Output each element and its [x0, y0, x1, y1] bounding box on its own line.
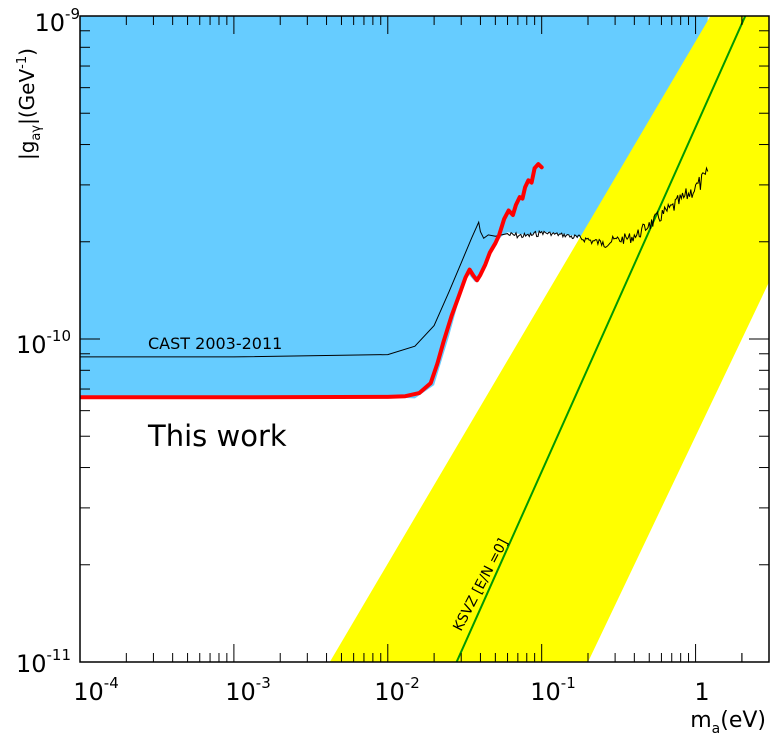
x-tick-exp: -4 — [104, 674, 119, 692]
x-axis-title-unit: (eV) — [720, 708, 766, 733]
axis-ticks — [79, 16, 770, 663]
y-tick-labels: 10-11 10-10 10-9 — [16, 5, 80, 678]
x-axis-title: ma(eV) — [690, 708, 766, 737]
this-work-label: This work — [147, 419, 287, 453]
y-tick-base: 10 — [16, 650, 47, 678]
x-tick-label: 10-4 — [73, 674, 119, 706]
cast-label: CAST 2003-2011 — [148, 334, 282, 353]
x-tick-base: 10 — [73, 678, 104, 706]
excluded-region — [80, 16, 708, 399]
y-tick-label: 10-10 — [16, 327, 71, 359]
x-tick-labels: 10-4 10-3 10-2 10-1 1 — [73, 674, 709, 706]
cast-limit-line — [80, 166, 709, 358]
plot-area — [80, 16, 769, 662]
y-axis-title-sup: -1 — [15, 56, 30, 69]
y-tick-base: 10 — [16, 331, 47, 359]
ksvz-line — [455, 16, 747, 662]
y-tick-label: 10-9 — [34, 5, 80, 37]
x-tick-exp: -1 — [561, 674, 576, 692]
y-tick-exp: -10 — [47, 327, 72, 345]
x-tick-exp: -3 — [256, 674, 271, 692]
y-tick-label: 10-11 — [16, 646, 71, 678]
x-tick-base: 10 — [374, 678, 405, 706]
y-axis-title-close: ) — [15, 48, 39, 56]
y-axis-title-sub: aγ — [29, 125, 44, 141]
x-tick-exp: -2 — [405, 674, 420, 692]
x-tick-base: 10 — [530, 678, 561, 706]
y-tick-exp: -11 — [47, 646, 72, 664]
x-tick-base: 10 — [225, 678, 256, 706]
x-axis-title-base: m — [690, 708, 711, 733]
x-tick-base: 1 — [694, 678, 709, 706]
this-work-limit-line — [80, 162, 544, 400]
y-axis-title: |gaγ|(GeV-1) — [15, 48, 44, 160]
x-tick-label: 10-3 — [225, 674, 271, 706]
plot-frame — [79, 15, 770, 663]
y-tick-base: 10 — [34, 9, 65, 37]
y-tick-exp: -9 — [65, 5, 80, 23]
y-axis-title-post: |(GeV — [15, 69, 39, 125]
x-tick-label: 10-2 — [374, 674, 420, 706]
x-axis-title-sub: a — [712, 721, 721, 737]
x-tick-label: 10-1 — [530, 674, 576, 706]
y-axis-title-pre: |g — [15, 141, 39, 160]
axion-band — [329, 16, 769, 662]
x-tick-label: 1 — [694, 678, 709, 706]
